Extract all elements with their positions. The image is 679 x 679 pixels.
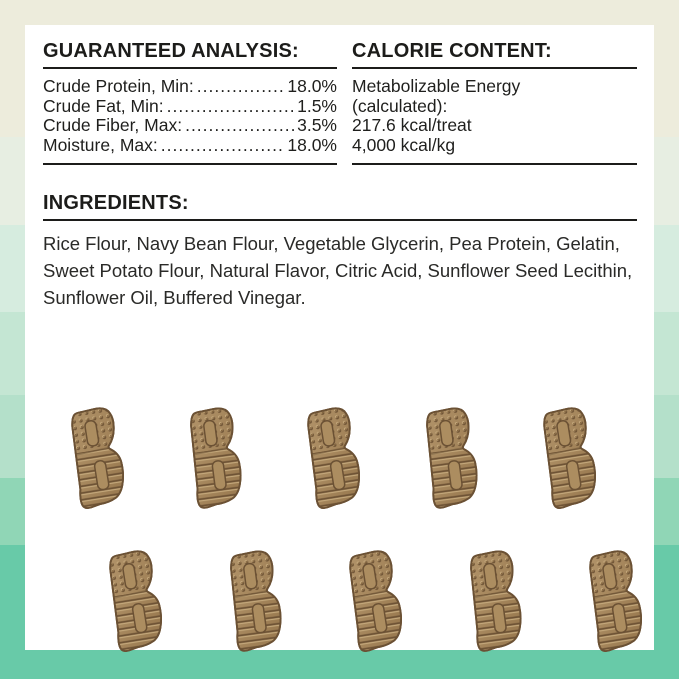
divider [43,163,337,165]
treat-b-image [581,547,650,653]
analysis-value: 18.0% [287,76,337,96]
analysis-label: Crude Protein, Min: [43,76,194,96]
divider [352,163,637,165]
treat-b-image [299,404,368,510]
calorie-content-title: CALORIE CONTENT: [352,40,552,62]
analysis-rows: Crude Protein, Min:.....................… [43,76,337,156]
dotted-leader: ........................................… [185,116,294,135]
ingredients-section: INGREDIENTS: Rice Flour, Navy Bean Flour… [25,192,654,311]
calorie-lines: Metabolizable Energy (calculated): 217.6 k… [352,76,637,155]
treats-row-top [70,408,596,507]
calorie-content-section: CALORIE CONTENT: Metabolizable Energy (ca… [352,40,637,165]
divider [43,219,637,221]
calorie-line: 217.6 kcal/treat [352,115,472,135]
analysis-row: Moisture, Max:..........................… [43,134,337,156]
treat-b-image [222,548,288,653]
dotted-leader: ........................................… [160,135,285,155]
analysis-value: 18.0% [287,134,337,155]
divider [43,67,337,69]
analysis-label: Crude Fiber, Max: [43,115,183,135]
analysis-value: 3.5% [297,115,337,135]
calorie-line: (calculated): [352,95,448,116]
analysis-row: Crude Protein, Min:.....................… [43,76,337,97]
treat-b-image [101,547,170,653]
treat-b-image [462,548,528,653]
analysis-label: Moisture, Max: [43,134,158,155]
analysis-label: Crude Fat, Min: [43,95,164,116]
guaranteed-analysis-section: GUARANTEED ANALYSIS: Crude Protein, Min:… [43,40,337,165]
label-panel: GUARANTEED ANALYSIS: Crude Protein, Min:… [25,25,654,650]
dotted-leader: ........................................… [196,77,285,96]
treat-b-image [535,404,604,510]
calorie-line: Metabolizable Energy [352,76,521,96]
top-columns: GUARANTEED ANALYSIS: Crude Protein, Min:… [25,25,654,165]
analysis-row: Crude Fat, Min:.........................… [43,95,337,117]
guaranteed-analysis-title: GUARANTEED ANALYSIS: [43,40,299,62]
calorie-line: 4,000 kcal/kg [352,134,456,155]
treat-b-image [341,547,410,653]
treat-b-image [63,404,132,510]
treats-row-bottom [108,551,642,650]
divider [352,67,637,69]
analysis-value: 1.5% [297,95,337,116]
treat-b-image [418,405,484,510]
dotted-leader: ........................................… [166,96,295,116]
analysis-row: Crude Fiber, Max:.......................… [43,115,337,136]
treat-b-image [182,405,248,510]
ingredients-text: Rice Flour, Navy Bean Flour, Vegetable G… [43,233,633,308]
ingredients-title: INGREDIENTS: [43,192,189,214]
